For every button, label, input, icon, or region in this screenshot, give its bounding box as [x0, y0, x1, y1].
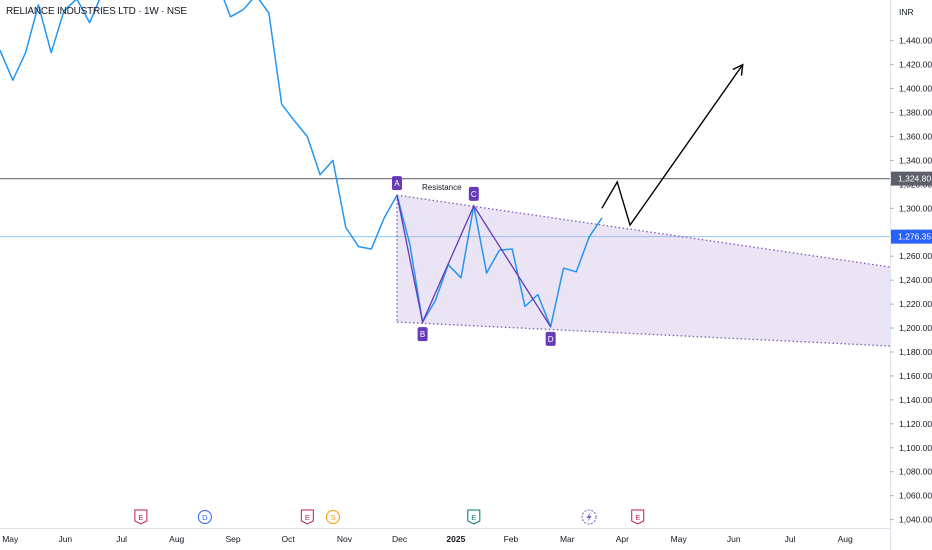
time-tick-label: May [671, 534, 688, 544]
price-tag-label: 1,324.80 [898, 174, 931, 184]
price-tick-label: 1,380.00 [899, 108, 932, 118]
time-tick-label: Oct [282, 534, 296, 544]
price-tick-label: 1,100.00 [899, 443, 932, 453]
event-marker-earnings[interactable]: E [300, 509, 314, 525]
point-label-a: A [391, 176, 402, 191]
earnings-icon [631, 509, 645, 525]
plot-area[interactable]: Resistance A B C D [0, 0, 890, 347]
time-tick-label: Apr [616, 534, 629, 544]
event-marker-label: E [138, 513, 143, 522]
event-marker-earnings-future[interactable]: E [467, 509, 481, 525]
time-tick-label: Aug [838, 534, 853, 544]
symbol-title: RELIANCE INDUSTRIES LTD · 1W · NSE [6, 6, 187, 17]
price-tags: 1,324.80 1,276.35 [891, 171, 932, 244]
event-marker-label: E [305, 513, 310, 522]
price-tick-label: 1,300.00 [899, 203, 932, 213]
split-icon [325, 510, 340, 524]
time-tick-label: Aug [169, 534, 184, 544]
price-tick-label: 1,440.00 [899, 36, 932, 46]
event-marker-split[interactable]: S [325, 510, 340, 524]
event-marker-label: S [330, 513, 335, 522]
time-tick-label: Jun [727, 534, 741, 544]
abcd-pattern-line [396, 195, 552, 328]
point-label-box [468, 186, 479, 201]
price-tick-label: 1,140.00 [899, 395, 932, 405]
event-marker-earnings[interactable]: E [134, 509, 148, 525]
event-marker-label: D [202, 513, 208, 522]
time-tick-label: Sep [226, 534, 241, 544]
price-tick-label: 1,260.00 [899, 251, 932, 261]
price-tick-label: 1,240.00 [899, 275, 932, 285]
time-tick-label: Feb [504, 534, 519, 544]
price-tick-label: 1,360.00 [899, 131, 932, 141]
projection-arrow-line [601, 64, 744, 227]
price-tick-label: 1,060.00 [899, 491, 932, 501]
price-tick-label: 1,120.00 [899, 419, 932, 429]
time-tick-label: Dec [392, 534, 408, 544]
dividend-icon [197, 510, 212, 524]
event-marker-label: E [635, 513, 640, 522]
lightning-icon[interactable] [581, 509, 597, 525]
point-label-d: D [545, 331, 556, 346]
price-axis[interactable]: 1,040.00 1,060.00 1,080.00 1,100.00 1,120.00… [890, 0, 932, 550]
point-label-box [391, 176, 402, 191]
time-tick-label: Nov [337, 534, 353, 544]
point-label-c: C [468, 186, 479, 201]
event-marker-earnings[interactable]: E [631, 509, 645, 525]
time-tick-label: Jul [785, 534, 796, 544]
point-label-text: B [420, 330, 425, 339]
event-marker-dividend[interactable]: D [197, 510, 212, 524]
point-label-text: D [548, 335, 554, 344]
current-price-tag [891, 229, 932, 244]
price-tick-label: 1,160.00 [899, 371, 932, 381]
price-tick-label: 1,400.00 [899, 84, 932, 94]
point-label-b: B [417, 327, 428, 342]
channel-upper-line [396, 194, 890, 268]
resistance-annotation: Resistance [422, 183, 462, 192]
point-label-text: C [471, 190, 477, 199]
price-series-line [0, 0, 603, 328]
time-tick-label: Jun [58, 534, 72, 544]
resistance-price-tag [891, 171, 932, 186]
earnings-icon [467, 509, 481, 525]
price-tick-label: 1,340.00 [899, 155, 932, 165]
price-tick-label: 1,080.00 [899, 467, 932, 477]
time-tick-label: 2025 [446, 534, 465, 544]
time-tick-label: May [2, 534, 19, 544]
point-label-text: A [394, 179, 400, 188]
currency-label: INR [899, 7, 914, 17]
time-tick-label: Mar [560, 534, 575, 544]
point-label-box [417, 327, 428, 342]
lightning-bolt [586, 512, 592, 522]
arrow-head [732, 63, 744, 76]
plot-content: Resistance [0, 0, 890, 347]
price-tick-label: 1,420.00 [899, 60, 932, 70]
event-marker-label: E [471, 513, 476, 522]
point-label-box [545, 331, 556, 346]
time-tick-label: Jul [116, 534, 127, 544]
price-tick-label: 1,220.00 [899, 299, 932, 309]
earnings-icon [300, 509, 314, 525]
earnings-icon [134, 509, 148, 525]
price-tag-label: 1,276.35 [898, 232, 931, 242]
price-tick-label: 1,040.00 [899, 515, 932, 525]
price-tick-label: 1,200.00 [899, 323, 932, 333]
time-axis[interactable]: May Jun Jul Aug Sep Oct Nov Dec 2025 Feb Mar Apr May… [0, 528, 890, 545]
channel-fill [396, 195, 890, 347]
price-tick-label: 1,180.00 [899, 347, 932, 357]
